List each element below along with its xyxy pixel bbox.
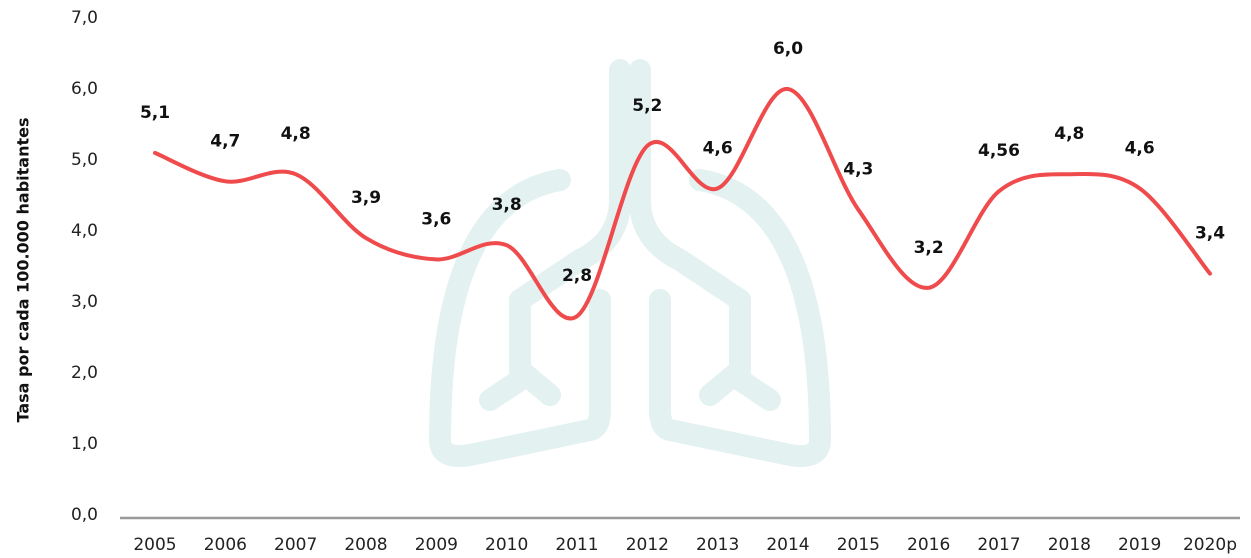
value-label: 4,6	[703, 138, 733, 158]
y-tick-label: 3,0	[71, 292, 98, 312]
y-tick-label: 0,0	[71, 505, 98, 525]
y-tick-label: 1,0	[71, 434, 98, 454]
x-tick-label: 2011	[555, 535, 598, 555]
value-label: 3,2	[914, 238, 944, 258]
x-tick-label: 2007	[274, 535, 317, 555]
x-tick-label: 2009	[415, 535, 458, 555]
x-tick-label: 2017	[977, 535, 1020, 555]
value-label: 4,56	[978, 141, 1020, 161]
value-label: 4,3	[843, 160, 873, 180]
value-label: 4,8	[281, 124, 311, 144]
data-line	[153, 87, 1212, 321]
value-label: 3,9	[351, 188, 381, 208]
value-label: 4,8	[1054, 124, 1084, 144]
y-tick-label: 4,0	[71, 221, 98, 241]
value-label: 6,0	[773, 39, 803, 59]
x-tick-label: 2010	[485, 535, 528, 555]
value-label: 4,6	[1125, 138, 1155, 158]
x-tick-label: 2019	[1118, 535, 1161, 555]
x-tick-label: 2020p	[1183, 535, 1237, 555]
y-axis-label: Tasa por cada 100.000 habitantes	[14, 118, 33, 423]
x-tick-label: 2016	[907, 535, 950, 555]
value-label: 3,6	[421, 209, 451, 229]
x-tick-label: 2006	[204, 535, 247, 555]
value-label: 2,8	[562, 266, 592, 286]
value-label: 3,8	[492, 195, 522, 215]
value-label: 5,2	[632, 96, 662, 116]
value-label: 5,1	[140, 103, 170, 123]
lungs-watermark	[429, 59, 831, 467]
y-tick-label: 6,0	[71, 79, 98, 99]
x-tick-label: 2018	[1048, 535, 1091, 555]
value-label: 3,4	[1195, 224, 1225, 244]
y-tick-label: 5,0	[71, 150, 98, 170]
x-tick-label: 2005	[133, 535, 176, 555]
x-tick-label: 2015	[837, 535, 880, 555]
x-tick-label: 2008	[344, 535, 387, 555]
y-tick-label: 7,0	[71, 8, 98, 28]
value-label: 4,7	[210, 131, 240, 151]
x-tick-label: 2014	[766, 535, 809, 555]
x-tick-label: 2013	[696, 535, 739, 555]
x-tick-label: 2012	[626, 535, 669, 555]
y-tick-label: 2,0	[71, 363, 98, 383]
